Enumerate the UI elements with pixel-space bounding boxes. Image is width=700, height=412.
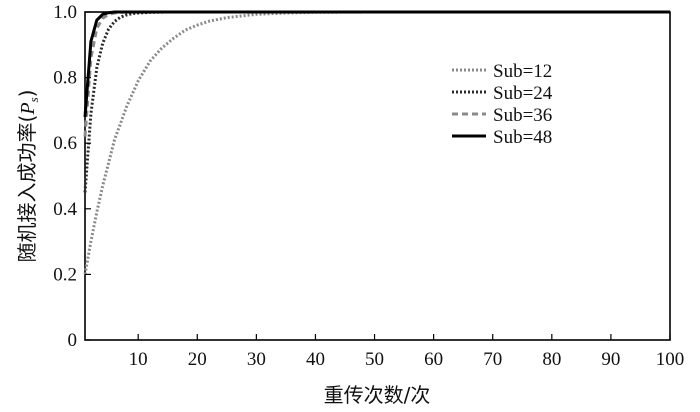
legend-label-2: Sub=24 xyxy=(493,83,553,104)
y-axis-title-prefix: 随机接入成功率( xyxy=(15,115,39,263)
plot-frame xyxy=(84,11,671,341)
x-tick-label: 80 xyxy=(542,349,561,370)
legend-label-4: Sub=48 xyxy=(493,127,552,148)
x-tick-label: 100 xyxy=(656,349,685,370)
y-tick-label: 0 xyxy=(68,330,78,351)
x-tick-label: 60 xyxy=(424,349,443,370)
x-tick-label: 20 xyxy=(188,349,207,370)
y-tick-label: 0.2 xyxy=(53,264,77,285)
series-lines xyxy=(83,10,670,275)
tick-labels: 10 20 30 40 50 60 70 80 90 100 0 0.2 0.4 0.6 0.8 1.0 xyxy=(53,2,684,370)
legend-label-3: Sub=36 xyxy=(493,105,552,126)
y-tick-label: 0.4 xyxy=(53,199,77,220)
x-tick-label: 70 xyxy=(483,349,502,370)
series-line-3 xyxy=(83,10,670,137)
x-tick-label: 10 xyxy=(129,349,148,370)
y-axis-title-suffix: ) xyxy=(15,90,39,98)
x-tick-label: 30 xyxy=(247,349,266,370)
y-axis-title-symbol: P xyxy=(17,102,39,115)
x-tick-label: 40 xyxy=(306,349,325,370)
y-tick-label: 0.8 xyxy=(53,68,77,89)
axes xyxy=(84,11,671,341)
y-axis-title-subscript: s xyxy=(26,97,41,102)
series-line-1 xyxy=(83,10,670,275)
x-tick-label: 50 xyxy=(365,349,384,370)
y-tick-label: 0.6 xyxy=(53,133,77,154)
y-axis-title: 随机接入成功率(Ps) xyxy=(15,90,41,263)
x-axis-title: 重传次数/次 xyxy=(324,383,431,407)
legend-label-1: Sub=12 xyxy=(493,61,552,82)
y-tick-label: 1.0 xyxy=(53,2,77,23)
series-line-4 xyxy=(83,10,670,118)
x-tick-label: 90 xyxy=(601,349,620,370)
